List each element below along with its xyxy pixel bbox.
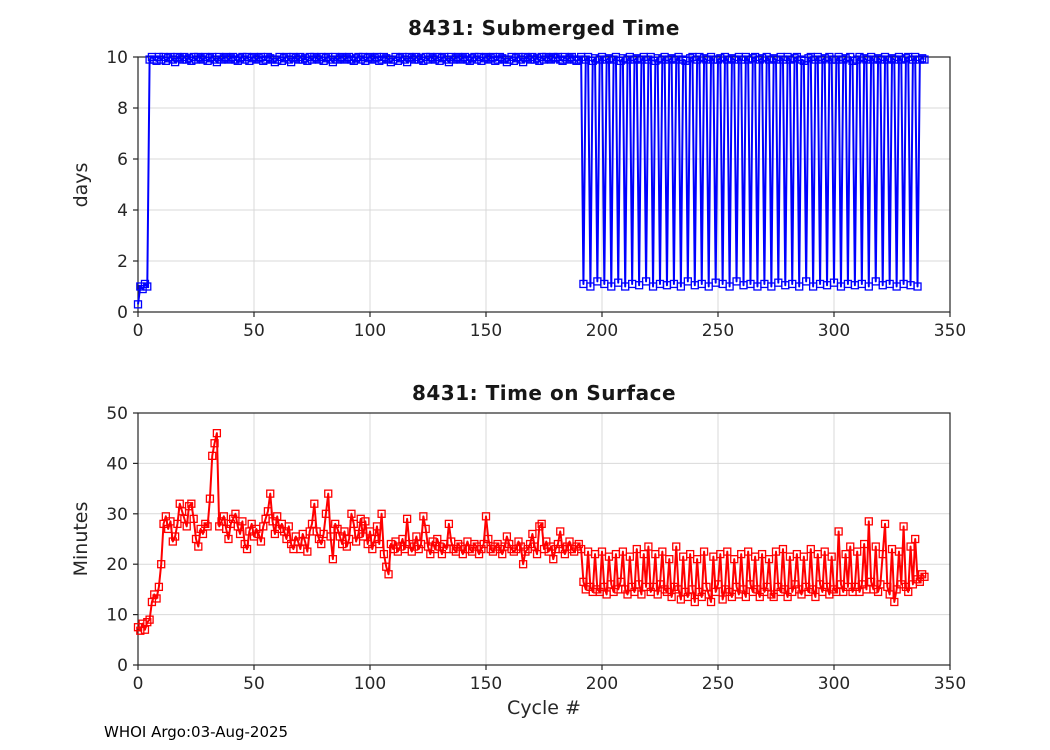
svg-text:4: 4 (117, 201, 128, 221)
svg-text:300: 300 (818, 321, 850, 341)
svg-text:6: 6 (117, 150, 128, 170)
svg-text:2: 2 (117, 252, 128, 272)
svg-text:0: 0 (117, 656, 128, 676)
minutes-axis-label: Minutes (70, 501, 92, 577)
svg-text:100: 100 (354, 321, 386, 341)
svg-text:10: 10 (106, 606, 128, 626)
svg-text:200: 200 (586, 674, 618, 694)
whoi-argo-date-stamp: WHOI Argo:03-Aug-2025 (104, 723, 289, 741)
tick-labels: 0 50 100 150 200 250 300 350 0 10 20 30 40 50 (106, 404, 966, 694)
svg-text:30: 30 (106, 505, 128, 525)
svg-text:50: 50 (106, 404, 128, 424)
time-on-surface-title: 8431: Time on Surface (411, 381, 677, 405)
svg-text:150: 150 (470, 674, 502, 694)
svg-text:350: 350 (934, 321, 966, 341)
submerged-time-title: 8431: Submerged Time (408, 16, 680, 40)
cycle-axis-label: Cycle # (507, 697, 581, 719)
svg-text:350: 350 (934, 674, 966, 694)
submerged-days-line (137, 56, 925, 305)
time-on-surface-axes: 0 50 100 150 200 250 300 350 0 10 20 30 40 50 (106, 404, 966, 694)
svg-text:0: 0 (133, 674, 144, 694)
tick-marks (133, 412, 951, 670)
svg-text:200: 200 (586, 321, 618, 341)
tick-marks (133, 56, 951, 317)
submerged-time-axes: 0 50 100 150 200 250 300 350 0 2 4 6 8 10 (106, 48, 966, 341)
svg-text:40: 40 (106, 454, 128, 474)
svg-text:0: 0 (133, 321, 144, 341)
svg-text:100: 100 (354, 674, 386, 694)
surface-minutes-markers (133, 429, 929, 635)
svg-text:250: 250 (702, 674, 734, 694)
svg-text:250: 250 (702, 321, 734, 341)
svg-text:20: 20 (106, 555, 128, 575)
svg-text:300: 300 (818, 674, 850, 694)
svg-text:50: 50 (243, 321, 265, 341)
days-axis-label: days (70, 162, 92, 208)
svg-text:10: 10 (106, 48, 128, 68)
svg-text:8: 8 (117, 99, 128, 119)
axes-box (137, 412, 951, 666)
svg-text:0: 0 (117, 303, 128, 323)
submerged-days-markers (133, 52, 929, 309)
axes-box (137, 56, 951, 313)
svg-text:50: 50 (243, 674, 265, 694)
svg-text:150: 150 (470, 321, 502, 341)
tick-labels: 0 50 100 150 200 250 300 350 0 2 4 6 8 10 (106, 48, 966, 341)
